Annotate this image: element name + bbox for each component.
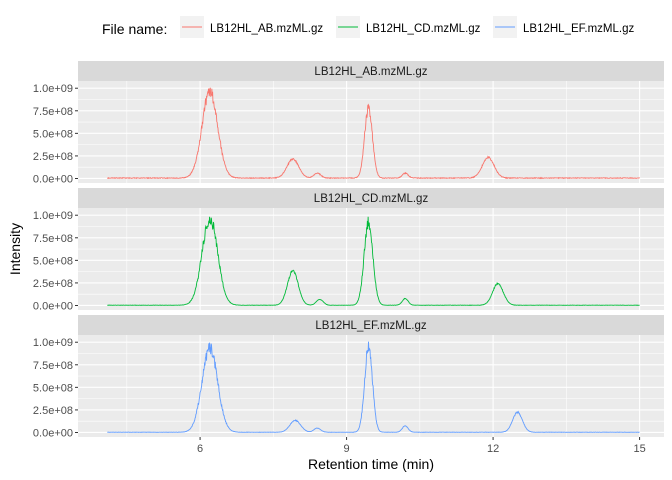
panel-background (78, 335, 664, 437)
facet-strip-label: LB12HL_EF.mzML.gz (315, 320, 426, 332)
legend-title: File name: (102, 21, 167, 37)
chromatogram-line (107, 341, 640, 433)
y-tick-label: 0.0e+00 (33, 427, 73, 439)
y-tick-label: 5.0e+08 (33, 255, 73, 267)
facet-panel: LB12HL_CD.mzML.gz 0.0e+00 2.5e+08 5.0e+08 7.… (33, 188, 664, 312)
y-tick-label: 5.0e+08 (33, 128, 73, 140)
chromatogram-line (107, 216, 640, 306)
y-tick-label: 0.0e+00 (33, 300, 73, 312)
legend-item: LB12HL_AB.mzML.gz (180, 16, 323, 38)
y-tick-label: 1.0e+09 (33, 83, 73, 95)
x-axis-title: Retention time (min) (308, 456, 434, 472)
y-tick-label: 1.0e+09 (33, 337, 73, 349)
chromatogram-line (106, 87, 640, 180)
y-tick-label: 7.5e+08 (33, 233, 73, 245)
y-tick-label: 7.5e+08 (33, 360, 73, 372)
legend-label: LB12HL_EF.mzML.gz (523, 23, 634, 35)
x-axis: 6 9 12 15 (197, 437, 646, 455)
facet-strip-label: LB12HL_CD.mzML.gz (314, 193, 429, 205)
legend-item: LB12HL_CD.mzML.gz (336, 16, 481, 38)
legend-label: LB12HL_CD.mzML.gz (366, 23, 481, 35)
x-tick-label: 9 (344, 443, 350, 455)
y-tick-label: 1.0e+09 (33, 210, 73, 222)
panel-background (78, 81, 664, 183)
facet-strip-label: LB12HL_AB.mzML.gz (314, 66, 427, 78)
legend: File name: LB12HL_AB.mzML.gz LB12HL_CD.mzM… (102, 16, 634, 38)
legend-item: LB12HL_EF.mzML.gz (493, 16, 634, 38)
x-tick-label: 6 (197, 443, 203, 455)
x-tick-label: 12 (487, 443, 499, 455)
y-axis-title: Intensity (7, 223, 23, 275)
y-tick-label: 2.5e+08 (33, 405, 73, 417)
y-tick-label: 0.0e+00 (33, 173, 73, 185)
y-tick-label: 2.5e+08 (33, 278, 73, 290)
legend-label: LB12HL_AB.mzML.gz (210, 23, 323, 35)
facet-strip (78, 61, 664, 81)
facet-panel: LB12HL_AB.mzML.gz 0.0e+00 2.5e+08 5.0e+08 7.… (33, 61, 664, 185)
y-tick-label: 7.5e+08 (33, 106, 73, 118)
panel-background (78, 208, 664, 310)
facet-strip (78, 188, 664, 208)
x-tick-label: 15 (633, 443, 645, 455)
facet-panel: LB12HL_EF.mzML.gz 0.0e+00 2.5e+08 5.0e+08 7.… (33, 315, 664, 439)
y-tick-label: 2.5e+08 (33, 151, 73, 163)
facet-strip (78, 315, 664, 335)
y-tick-label: 5.0e+08 (33, 382, 73, 394)
